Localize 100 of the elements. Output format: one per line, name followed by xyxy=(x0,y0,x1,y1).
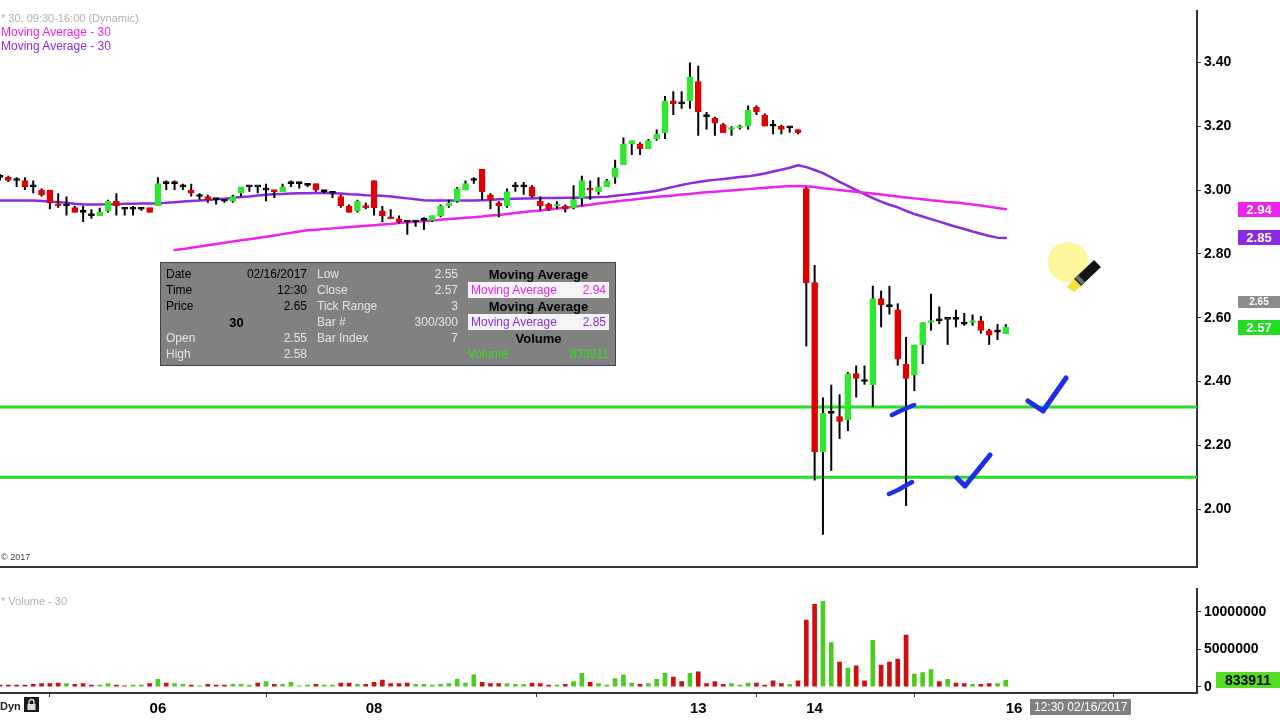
y-tick-label: 3.40 xyxy=(1204,53,1232,70)
annotation: 2.55 xyxy=(283,330,307,346)
bar xyxy=(537,683,543,687)
bar xyxy=(612,678,618,687)
text: * Volume - 30 xyxy=(1,594,68,609)
text: 2.85 xyxy=(1238,230,1280,246)
bar xyxy=(363,684,369,687)
bar xyxy=(654,678,660,687)
y-tick-label: 3.20 xyxy=(1204,117,1232,134)
annotation: Volume xyxy=(468,346,509,362)
candlestick xyxy=(611,158,619,185)
bar xyxy=(936,681,942,687)
bar xyxy=(338,682,344,687)
annotation: 12:30 xyxy=(276,282,307,298)
bar xyxy=(920,672,926,687)
text: 2.94 xyxy=(1238,201,1280,217)
bar xyxy=(80,683,86,687)
bar xyxy=(1003,680,1009,687)
bar xyxy=(64,683,69,687)
candlestick xyxy=(861,364,868,386)
y-tick-label: 2.60 xyxy=(1204,308,1232,325)
bar xyxy=(72,684,78,687)
candlestick xyxy=(620,136,627,166)
annotation: Price xyxy=(166,298,194,314)
annotation: Bar Index xyxy=(317,330,369,346)
bar xyxy=(105,683,111,687)
bar xyxy=(787,684,793,687)
bar xyxy=(986,683,992,687)
annotation: 2.55 xyxy=(434,266,458,282)
bar xyxy=(629,682,635,687)
bar xyxy=(587,681,593,687)
bar xyxy=(646,683,651,687)
bar xyxy=(803,619,809,687)
bar xyxy=(887,661,892,687)
bar xyxy=(679,681,684,687)
bar xyxy=(862,680,867,687)
y-tick-label: 2.40 xyxy=(1204,372,1232,389)
bar xyxy=(504,683,510,687)
y-tick-label: 10000000 xyxy=(1204,602,1267,619)
y-tick-label: 3.00 xyxy=(1204,180,1232,197)
bar xyxy=(255,682,261,687)
bar xyxy=(812,603,817,687)
x-tick-label: 08 xyxy=(365,699,383,717)
bar xyxy=(454,678,460,687)
annotation: Moving Average xyxy=(488,298,589,314)
y-tick-label: 5000000 xyxy=(1204,640,1259,657)
bar xyxy=(30,684,36,687)
bar xyxy=(147,683,152,687)
annotation: 2.57 xyxy=(434,282,458,298)
bar xyxy=(837,661,842,687)
y-tick-label: 2.00 xyxy=(1204,500,1232,517)
text: Moving Average - 30 xyxy=(1,39,112,54)
bar xyxy=(720,684,726,687)
bar xyxy=(355,684,360,687)
bar xyxy=(313,684,319,687)
candlestick xyxy=(827,383,835,472)
annotation: High xyxy=(166,346,191,362)
y-tick-label: 2.80 xyxy=(1204,244,1232,261)
bar xyxy=(571,681,576,687)
annotation: Moving Average xyxy=(471,314,557,330)
candlestick xyxy=(886,284,893,316)
bar xyxy=(163,682,169,687)
annotation: Moving Average xyxy=(488,266,589,282)
bar xyxy=(995,683,1000,687)
text: 2.65 xyxy=(1238,296,1280,308)
annotation: 2.58 xyxy=(283,346,307,362)
y-tick-label: 2.20 xyxy=(1204,436,1232,453)
annotation: Bar # xyxy=(317,314,346,330)
candlestick xyxy=(927,292,935,332)
text: Moving Average - 30 xyxy=(1,25,112,40)
annotation: Volume xyxy=(515,330,562,346)
bar xyxy=(230,684,236,687)
bar xyxy=(263,681,269,687)
annotation: Moving Average xyxy=(471,282,557,298)
annotation: 30 xyxy=(229,314,244,330)
bar xyxy=(371,681,377,687)
annotation: 300/300 xyxy=(414,314,458,330)
annotation: Tick Range xyxy=(317,298,378,314)
x-tick-label: 14 xyxy=(806,699,824,717)
annotation: 3 xyxy=(451,298,458,314)
bar xyxy=(513,684,518,687)
bar xyxy=(870,639,876,687)
bar xyxy=(238,684,244,687)
bar xyxy=(421,684,427,687)
x-tick-label: 13 xyxy=(689,699,707,717)
bar xyxy=(895,658,901,687)
annotation: 2.65 xyxy=(283,298,307,314)
bar xyxy=(172,683,177,687)
annotation: Time xyxy=(166,282,193,298)
bar xyxy=(396,683,402,687)
bar xyxy=(712,681,718,687)
bar xyxy=(438,684,443,687)
bar xyxy=(380,679,385,687)
bar xyxy=(479,681,485,687)
bar xyxy=(637,684,643,687)
bar xyxy=(55,682,61,687)
bar xyxy=(280,684,285,687)
bar xyxy=(271,684,277,687)
bar xyxy=(970,684,975,687)
bar xyxy=(853,665,859,687)
